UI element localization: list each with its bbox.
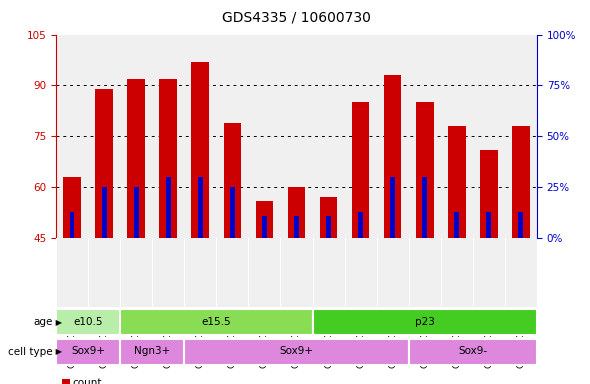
Bar [120,310,313,335]
Bar [56,339,120,365]
Bar [454,212,459,238]
Bar [448,126,466,238]
Bar [519,212,523,238]
Bar [422,177,427,238]
Text: cell type: cell type [8,347,53,357]
Text: e10.5: e10.5 [73,317,103,327]
Bar [134,187,139,238]
Bar [486,212,491,238]
Bar [56,310,120,335]
Text: Sox9-: Sox9- [458,346,487,356]
Bar [166,177,171,238]
Bar [384,75,401,238]
Text: count: count [73,378,102,384]
Bar [230,187,235,238]
Bar [120,339,184,365]
Text: e15.5: e15.5 [202,317,231,327]
Bar [159,79,177,238]
Bar [262,216,267,238]
Bar [326,216,331,238]
Bar [294,216,299,238]
Bar [416,103,434,238]
Bar [320,197,337,238]
Bar [198,177,203,238]
Text: p23: p23 [415,317,435,327]
Bar [288,187,305,238]
Text: GDS4335 / 10600730: GDS4335 / 10600730 [222,10,371,24]
Bar [70,212,74,238]
Bar [313,310,537,335]
Text: age: age [34,317,53,328]
Bar [390,177,395,238]
Bar [96,89,113,238]
Text: Ngn3+: Ngn3+ [134,346,171,356]
Bar [358,212,363,238]
Bar [409,339,537,365]
Bar [352,103,369,238]
Text: Sox9+: Sox9+ [280,346,313,356]
Bar [255,201,273,238]
Bar [101,187,107,238]
Bar [224,123,241,238]
Bar [192,62,209,238]
Bar [63,177,81,238]
Text: ▶: ▶ [53,318,62,327]
Bar [512,126,530,238]
Bar [480,150,497,238]
Text: ▶: ▶ [53,348,62,356]
Bar [127,79,145,238]
Text: Sox9+: Sox9+ [71,346,105,356]
Bar [184,339,409,365]
